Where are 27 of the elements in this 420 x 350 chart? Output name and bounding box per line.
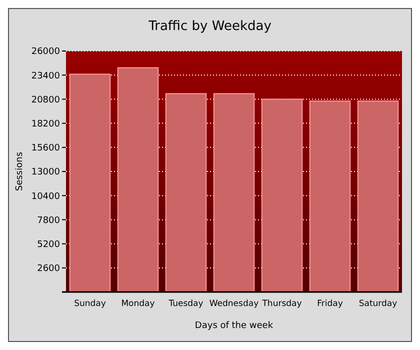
bar [117, 67, 159, 292]
x-tick-label: Friday [317, 299, 343, 309]
x-tick-label: Saturday [358, 299, 398, 309]
x-tick-label: Monday [121, 299, 155, 309]
y-tick-label: 5200 [37, 240, 60, 250]
bar [261, 98, 303, 292]
chart-title: Traffic by Weekday [148, 19, 272, 34]
x-tick-label: Thursday [261, 299, 302, 309]
y-tick-label: 23400 [31, 71, 60, 82]
y-tick-label: 10400 [31, 192, 60, 202]
y-tick-label: 15600 [31, 144, 60, 154]
y-tick-label: 2600 [37, 264, 60, 274]
y-tick-label: 13000 [31, 168, 60, 178]
x-tick-label: Sunday [74, 299, 106, 309]
bar [309, 100, 351, 292]
y-axis-title: Sessions [15, 152, 25, 192]
x-axis-title: Days of the week [194, 321, 274, 331]
y-tick-label: 7800 [37, 216, 60, 226]
bar [357, 100, 399, 292]
bar [213, 93, 255, 292]
y-tick-label: 20800 [31, 95, 60, 106]
y-tick-label: 18200 [31, 119, 60, 130]
x-tick-label: Wednesday [209, 299, 259, 309]
y-tick-label: 26000 [31, 47, 60, 58]
bar [69, 74, 111, 292]
bar [165, 93, 207, 292]
x-tick-label: Tuesday [168, 299, 204, 309]
